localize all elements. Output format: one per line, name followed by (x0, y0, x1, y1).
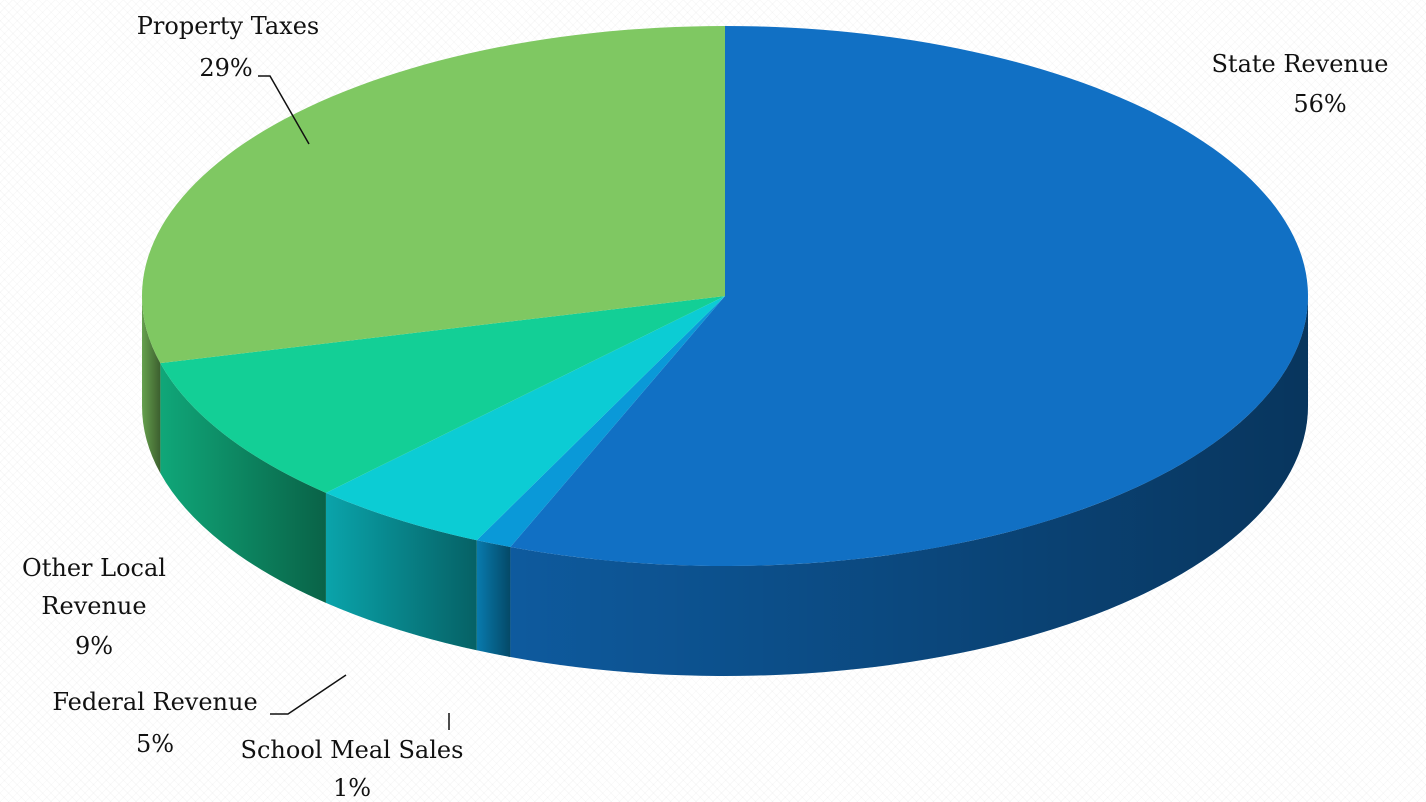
label-school-meal-sales-value: 1% (333, 774, 371, 802)
label-other-local-revenue-line1: Other Local (22, 554, 166, 582)
slice-state-revenue (510, 26, 1308, 567)
slice-side-shade-other-local-revenue (160, 363, 326, 603)
label-property-taxes-name: Property Taxes (137, 12, 319, 40)
label-other-local-revenue: Other Local Revenue 9% (22, 554, 166, 660)
slice-other-local-revenue (160, 296, 725, 493)
slice-side-shade-state-revenue (510, 296, 1308, 676)
label-school-meal-sales-name: School Meal Sales (241, 736, 464, 764)
slice-side-shade-federal-revenue (325, 492, 477, 651)
slice-federal-revenue (325, 296, 725, 541)
pie-tops (141, 26, 1308, 567)
label-state-revenue: State Revenue 56% (1211, 50, 1388, 118)
leader-line-federal-revenue (270, 674, 347, 715)
leader-lines (258, 75, 450, 730)
slice-school-meal-sales (476, 296, 725, 548)
label-property-taxes: Property Taxes 29% (137, 12, 319, 82)
label-federal-revenue-name: Federal Revenue (52, 688, 257, 716)
label-state-revenue-name: State Revenue (1211, 50, 1388, 78)
slice-side-shade-property-taxes (142, 296, 161, 474)
label-property-taxes-value: 29% (199, 54, 252, 82)
label-federal-revenue: Federal Revenue 5% (52, 688, 257, 758)
slice-property-taxes (141, 26, 725, 364)
leader-line-property-taxes (258, 75, 310, 145)
pie-sides (142, 296, 1308, 676)
slice-side-shade-school-meal-sales (476, 540, 511, 658)
label-other-local-revenue-line2: Revenue (41, 592, 146, 620)
label-state-revenue-value: 56% (1293, 90, 1346, 118)
label-federal-revenue-value: 5% (136, 730, 174, 758)
label-other-local-revenue-value: 9% (75, 632, 113, 660)
label-school-meal-sales: School Meal Sales 1% (241, 736, 464, 802)
